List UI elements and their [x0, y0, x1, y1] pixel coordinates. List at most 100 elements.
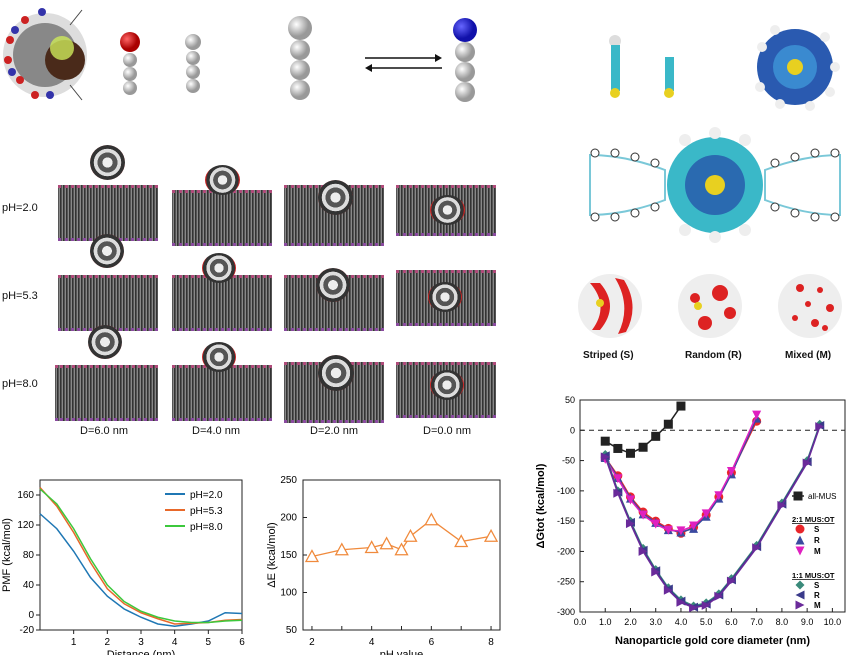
y-tick-label: 80 [23, 550, 35, 561]
nanoparticle [318, 355, 354, 391]
x-tick-label: 7.0 [750, 617, 763, 627]
ligand-rods-illustration [600, 35, 700, 105]
data-point-M [802, 458, 812, 468]
data-point-M [815, 422, 825, 432]
membrane [172, 365, 272, 421]
plot-frame [579, 399, 846, 613]
data-point-all-MUS [600, 436, 610, 446]
legend-label: all-MUS [808, 492, 836, 501]
legend-group-title: 1:1 MUS:OT [792, 571, 835, 580]
series-line-R [604, 425, 821, 608]
data-point-M [701, 600, 711, 610]
plot-frame [39, 479, 243, 631]
x-tick-label: 6.0 [725, 617, 738, 627]
data-point-all-MUS [613, 443, 623, 453]
ligand-chains-illustration [110, 10, 490, 120]
x-tick-label: 2 [309, 637, 315, 648]
x-tick-label: 1 [71, 637, 77, 648]
y-tick-label: 0 [570, 425, 575, 435]
data-point-M [689, 603, 699, 613]
series-line-M [604, 426, 821, 609]
row-label-ph8: pH=8.0 [2, 378, 38, 390]
legend-marker [795, 535, 805, 545]
data-point [379, 536, 394, 550]
x-axis-label: Distance (nm) [107, 649, 175, 655]
data-point [394, 542, 409, 556]
data-point-M [613, 474, 623, 484]
data-point-M [701, 509, 711, 519]
legend-group-title: 2:1 MUS:OT [792, 515, 835, 524]
nanoparticle [88, 325, 122, 359]
pattern-label-mixed: Mixed (M) [785, 350, 832, 361]
nanoparticle-illustration [0, 0, 100, 105]
membrane-insertion-illustration [585, 125, 845, 245]
y-tick-label: 150 [280, 550, 297, 561]
nanoparticle [205, 165, 240, 195]
x-tick-label: 3.0 [649, 617, 662, 627]
x-tick-label: 6 [429, 637, 435, 648]
data-point-M [714, 591, 724, 601]
row-label-ph2: pH=2.0 [2, 202, 38, 214]
data-point-M [714, 491, 724, 501]
x-tick-label: 2.0 [624, 617, 637, 627]
y-tick-label: 120 [17, 520, 34, 531]
delta-g-chart: 0.0 1.0 2.0 3.0 4.0 5.0 6.0 7.0 8.0 9.0 10.0 50 0 -50… [535, 395, 846, 647]
pmf-chart: 1 2 3 4 5 6 -20 0 40 80 120 160 Distance (nm) PMF (kc… [1, 479, 245, 655]
column-label-d4: D=4.0 nm [192, 425, 240, 437]
nanoparticle [202, 253, 236, 283]
x-tick-label: 2 [105, 637, 111, 648]
data-point-M [676, 597, 686, 607]
x-axis-label: pH value [380, 649, 423, 655]
legend-marker [795, 524, 805, 534]
series-line-pH=8.0 [39, 488, 243, 624]
series-line-S [604, 423, 821, 607]
data-point-M [625, 519, 635, 529]
y-tick-label: 50 [565, 395, 575, 405]
coated-nanoparticle-illustration [750, 22, 840, 112]
data-point-all-MUS [638, 442, 648, 452]
membrane [172, 190, 272, 246]
data-point-M [752, 543, 762, 553]
ligand-pattern-illustrations [570, 268, 850, 348]
x-tick-label: 8 [488, 637, 494, 648]
legend-label: R [814, 536, 820, 545]
nanoparticle [430, 195, 465, 225]
column-label-d6: D=6.0 nm [80, 425, 128, 437]
column-label-d2: D=2.0 nm [310, 425, 358, 437]
legend-label: R [814, 591, 820, 600]
nanoparticle [90, 234, 124, 268]
nanoparticle [202, 342, 236, 372]
data-point [334, 542, 349, 556]
data-point-M [663, 525, 673, 535]
y-tick-label: 0 [28, 610, 34, 621]
nanoparticle [430, 370, 464, 400]
x-tick-label: 4 [172, 637, 178, 648]
y-tick-label: 250 [280, 475, 297, 486]
row-label-ph53: pH=5.3 [2, 290, 38, 302]
membrane [172, 275, 272, 331]
y-axis-label: ΔE (kcal/mol) [266, 522, 278, 587]
x-tick-label: 6 [239, 637, 245, 648]
data-point-M [651, 567, 661, 577]
legend-label: pH=2.0 [190, 490, 223, 501]
legend-label: S [814, 525, 820, 534]
x-axis-label: Nanoparticle gold core diameter (nm) [615, 635, 810, 647]
data-point-M [625, 495, 635, 505]
data-point-all-MUS [663, 419, 673, 429]
y-tick-label: -50 [562, 456, 575, 466]
x-tick-label: 9.0 [801, 617, 814, 627]
legend-marker [795, 580, 805, 590]
y-tick-label: -250 [557, 577, 575, 587]
data-point-M [726, 576, 736, 586]
data-point-M [600, 452, 610, 462]
y-tick-label: 160 [17, 490, 34, 501]
nanoparticle [318, 180, 353, 215]
data-point-M [638, 546, 648, 556]
legend-label: pH=8.0 [190, 522, 223, 533]
x-tick-label: 1.0 [599, 617, 612, 627]
data-point [424, 512, 439, 526]
x-tick-label: 4 [369, 637, 375, 648]
series-line-pH=2.0 [39, 513, 243, 628]
x-tick-label: 4.0 [675, 617, 688, 627]
pattern-label-random: Random (R) [685, 350, 742, 361]
